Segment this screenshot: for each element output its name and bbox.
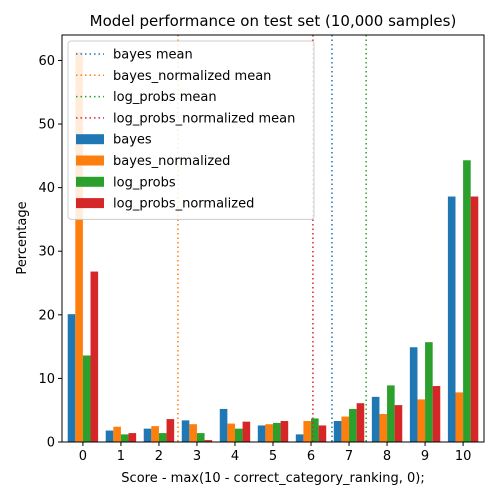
y-tick-label: 0 <box>47 436 55 451</box>
bar-log_probs-6 <box>311 418 319 442</box>
legend-swatch <box>76 134 104 145</box>
legend-label: bayes_normalized mean <box>113 69 271 84</box>
legend-swatch <box>76 176 104 187</box>
legend-label: bayes_normalized <box>113 154 230 169</box>
bar-log_probs_normalized-3 <box>204 440 213 442</box>
bar-bayes_normalized-1 <box>113 426 121 442</box>
legend-label: log_probs mean <box>113 90 217 105</box>
bar-log_probs-8 <box>387 385 395 442</box>
bar-bayes_normalized-9 <box>417 399 426 442</box>
x-axis-label: Score - max(10 - correct_category_rankin… <box>121 471 424 486</box>
bar-bayes_normalized-2 <box>151 426 159 442</box>
bar-log_probs-9 <box>425 342 433 442</box>
x-tick-label: 0 <box>79 449 87 464</box>
bar-log_probs_normalized-7 <box>356 403 365 442</box>
bar-bayes-6 <box>295 434 304 442</box>
x-tick-label: 3 <box>193 449 201 464</box>
bar-bayes_normalized-0 <box>75 52 83 442</box>
legend-swatch <box>76 198 104 209</box>
y-tick-label: 60 <box>38 54 55 69</box>
bar-bayes-0 <box>67 314 76 442</box>
x-tick-label: 5 <box>269 449 277 464</box>
legend-swatch <box>76 155 104 166</box>
bar-bayes_normalized-4 <box>227 423 235 442</box>
legend-label: log_probs_normalized mean <box>113 111 295 126</box>
bar-log_probs_normalized-2 <box>166 419 175 442</box>
bar-bayes-1 <box>105 430 114 442</box>
x-tick-label: 10 <box>455 449 472 464</box>
bar-log_probs_normalized-0 <box>90 271 99 442</box>
bar-log_probs_normalized-10 <box>470 196 479 442</box>
bar-log_probs-7 <box>349 408 357 442</box>
bar-log_probs_normalized-6 <box>318 425 327 442</box>
bar-bayes_normalized-8 <box>379 414 388 442</box>
y-tick-label: 20 <box>38 308 55 323</box>
bar-bayes-3 <box>181 420 190 442</box>
x-tick-label: 1 <box>117 449 125 464</box>
bar-bayes-9 <box>409 347 418 442</box>
x-axis: 0 1 2 3 4 5 6 7 8 9 10 <box>79 442 472 464</box>
bar-log_probs-4 <box>234 428 243 442</box>
bar-log_probs-3 <box>196 433 205 442</box>
bar-log_probs_normalized-4 <box>242 421 251 442</box>
legend-label: log_probs <box>113 175 176 190</box>
legend: bayes mean bayes_normalized mean log_probs… <box>67 40 315 220</box>
legend-label: bayes <box>113 133 152 148</box>
bar-log_probs_normalized-9 <box>432 386 441 442</box>
bar-bayes-8 <box>371 396 380 442</box>
bar-bayes_normalized-10 <box>455 392 464 442</box>
legend-frame <box>67 40 315 220</box>
x-tick-label: 6 <box>307 449 315 464</box>
bar-log_probs-10 <box>463 160 471 442</box>
x-tick-label: 7 <box>345 449 353 464</box>
y-tick-label: 40 <box>38 181 55 196</box>
chart-title: Model performance on test set (10,000 sa… <box>90 12 457 30</box>
x-tick-label: 8 <box>383 449 391 464</box>
bar-log_probs-1 <box>120 434 129 442</box>
bar-bayes-7 <box>333 421 342 442</box>
bar-bayes-2 <box>143 428 152 442</box>
bar-log_probs_normalized-1 <box>128 433 137 442</box>
bar-bayes_normalized-3 <box>189 424 197 442</box>
y-axis: 0 10 20 30 40 50 60 <box>38 54 62 451</box>
bar-bayes-5 <box>257 425 266 442</box>
y-axis-label: Percentage <box>15 201 30 274</box>
x-tick-label: 9 <box>421 449 429 464</box>
legend-label: log_probs_normalized <box>113 197 254 212</box>
x-tick-label: 4 <box>231 449 239 464</box>
x-tick-label: 2 <box>155 449 163 464</box>
bar-bayes_normalized-5 <box>265 424 273 442</box>
bar-log_probs-5 <box>273 422 281 442</box>
bar-bayes-4 <box>219 408 228 442</box>
bar-log_probs_normalized-8 <box>394 405 403 442</box>
legend-label: bayes mean <box>113 48 193 63</box>
bar-log_probs-0 <box>82 355 91 442</box>
bar-bayes_normalized-7 <box>341 416 350 442</box>
bars-layer <box>67 52 479 442</box>
bar-bayes-10 <box>447 196 456 442</box>
bar-log_probs_normalized-5 <box>280 421 289 442</box>
bar-bayes_normalized-6 <box>303 421 312 442</box>
y-tick-label: 10 <box>38 372 55 387</box>
bar-log_probs-2 <box>158 433 167 442</box>
y-tick-label: 30 <box>38 245 55 260</box>
y-tick-label: 50 <box>38 118 55 133</box>
